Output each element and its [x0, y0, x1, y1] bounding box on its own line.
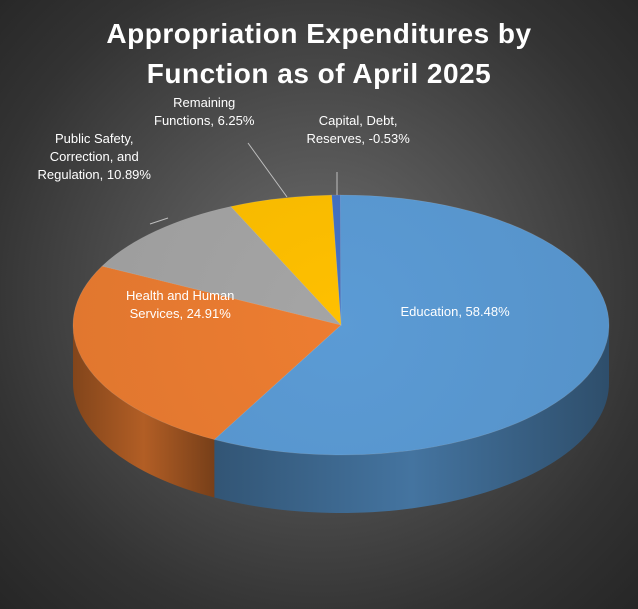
data-label-education-58-48: Education, 58.48%: [401, 303, 510, 321]
chart-title: Appropriation Expenditures by Function a…: [0, 14, 638, 94]
data-label-line: Capital, Debt,: [318, 113, 398, 128]
leader-line-public-safety-correction-and-regulation-10-89: [149, 217, 169, 225]
data-label-capital-debt-reserves-0-53: Capital, Debt, Reserves, -0.53%: [307, 112, 410, 148]
data-label-public-safety-correction-and-regulation-10-89: Public Safety, Correction, and Regulation,…: [38, 130, 151, 184]
pie-side-health-and-human-services-24-91: [73, 325, 215, 498]
chart-title-line-1: Appropriation Expenditures by: [106, 18, 532, 49]
chart-title-line-2: Function as of April 2025: [146, 58, 492, 89]
pie-slice-remaining-functions-6-25: [230, 194, 342, 326]
data-label-line: Remaining: [173, 95, 236, 110]
data-label-line: Public Safety,: [54, 131, 134, 146]
data-label-line: Correction, and: [49, 149, 139, 164]
pie-slice-health-and-human-services-24-91: [72, 265, 342, 440]
data-label-line: Services, 24.91%: [129, 306, 231, 321]
data-label-line: Reserves, -0.53%: [306, 131, 410, 146]
pie-side-education-58-48: [214, 325, 609, 513]
data-label-line: Education, 58.48%: [400, 304, 510, 319]
pie-slice-education-58-48: [213, 194, 610, 456]
data-label-line: Functions, 6.25%: [154, 113, 255, 128]
data-label-remaining-functions-6-25: Remaining Functions, 6.25%: [154, 94, 254, 130]
leader-line-remaining-functions-6-25: [247, 142, 288, 198]
pie-slice-capital-debt-reserves-0-53: [331, 194, 342, 326]
pie-slice-public-safety-correction-and-regulation-10-89: [101, 206, 342, 326]
data-label-line: Regulation, 10.89%: [37, 167, 151, 182]
data-label-line: Health and Human: [126, 288, 235, 303]
data-label-health-and-human-services-24-91: Health and Human Services, 24.91%: [126, 287, 234, 323]
